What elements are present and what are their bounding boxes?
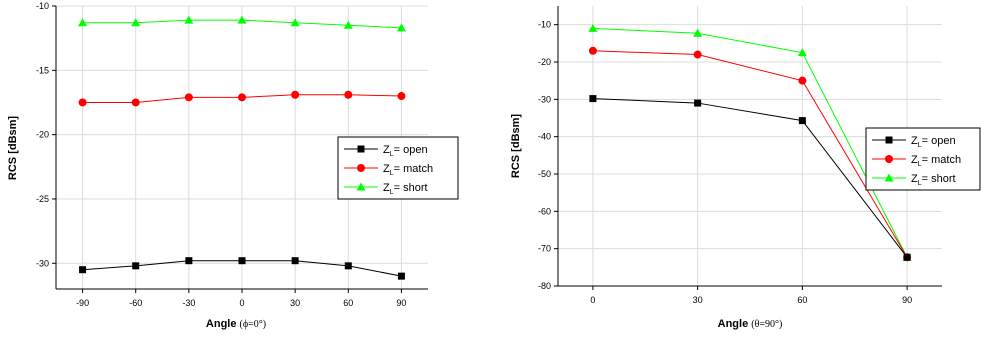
chart-right-x-axis-title: Angle (θ=90°)	[718, 318, 783, 330]
chart-left-point-circle	[291, 90, 300, 99]
chart-left-point-triangle	[237, 15, 247, 24]
chart-left-y-tick-label: -25	[36, 194, 49, 204]
chart-left-point-triangle	[396, 23, 406, 32]
chart-left-point-circle	[78, 98, 87, 107]
chart-left-point-triangle	[131, 18, 141, 27]
chart-left-point-square	[291, 257, 299, 265]
chart-right-legend-label-text: = open	[922, 135, 956, 147]
chart-left-point-circle	[238, 93, 246, 102]
chart-right-y-tick-label: -30	[538, 94, 551, 104]
chart-right-point-triangle	[797, 48, 807, 57]
chart-left-legend-label: ZL= match	[383, 163, 433, 177]
chart-right-y-tick-label: -10	[538, 20, 551, 30]
chart-left-point-triangle	[343, 20, 353, 29]
chart-right-point-circle	[798, 76, 807, 85]
chart-left-x-tick-label: -60	[129, 298, 142, 308]
chart-right-legend-marker	[884, 173, 894, 182]
chart-left-point-circle	[397, 92, 406, 101]
chart-left-point-square	[238, 257, 246, 265]
chart-left: -90 -60 -30 0 30 60 90 -30 -25 -20 -15 -10 RCS [dBsm…	[7, 1, 459, 330]
chart-left-legend-label-z: Z	[383, 163, 390, 175]
chart-left-y-tick-label: -15	[36, 65, 49, 75]
chart-right-y-tick-label: -70	[538, 244, 551, 254]
chart-right-y-tick-label: -80	[538, 281, 551, 291]
chart-left-legend-label-sub: L	[390, 151, 394, 158]
chart-left-point-circle	[184, 93, 193, 102]
chart-left-point-square	[344, 262, 352, 270]
chart-left-legend-label-z: Z	[383, 182, 390, 194]
chart-right-y-tick-label: -60	[538, 206, 551, 216]
chart-left-x-tick-label: 30	[290, 298, 300, 308]
chart-left-legend-label-text: = match	[394, 163, 433, 175]
chart-right-x-axis-title-main: Angle	[718, 318, 752, 330]
chart-right-legend-label: ZL= match	[911, 154, 961, 168]
chart-right-legend-label-z: Z	[911, 173, 918, 185]
chart-left-legend-label-text: = open	[394, 144, 428, 156]
chart-right-point-circle	[693, 50, 702, 59]
chart-right-legend-label-sub: L	[918, 142, 922, 149]
chart-left-legend-marker	[356, 182, 366, 191]
chart-right-point-triangle	[588, 23, 598, 32]
chart-right-x-tick-label: 30	[693, 295, 703, 305]
chart-left-point-square	[79, 266, 87, 274]
chart-left-point-circle	[131, 98, 140, 107]
chart-left-legend-label-text: = short	[394, 182, 428, 194]
chart-right-y-tick-label: -50	[538, 169, 551, 179]
chart-right-legend-label-z: Z	[911, 135, 918, 147]
chart-right-legend-label-sub: L	[918, 161, 922, 168]
chart-left-x-tick-label: -30	[182, 298, 195, 308]
chart-right: 0 30 60 90 -80 -70 -60 -50 -40 -30 -20 -10 RCS [dBsm…	[510, 6, 981, 330]
chart-right-point-square	[589, 95, 597, 103]
chart-right-legend-label-z: Z	[911, 154, 918, 166]
chart-right-point-triangle	[693, 28, 703, 37]
chart-right-y-tick-label: -20	[538, 57, 551, 67]
chart-right-x-tick-label: 60	[797, 295, 807, 305]
chart-left-point-square	[132, 262, 140, 270]
chart-right-point-circle	[588, 46, 597, 55]
chart-left-x-tick-label: -90	[76, 298, 89, 308]
chart-left-x-axis-title-sub: (ϕ=0°)	[240, 319, 267, 330]
chart-left-x-tick-label: 0	[239, 298, 244, 308]
chart-left-y-tick-label: -10	[36, 1, 49, 11]
chart-right-legend-label-text: = short	[922, 173, 956, 185]
chart-left-legend-label: ZL= open	[383, 144, 428, 158]
chart-left-legend-marker	[357, 145, 365, 153]
chart-left-x-axis-title-main: Angle	[206, 318, 240, 330]
chart-left-x-tick-label: 60	[343, 298, 353, 308]
chart-left-legend-marker	[357, 164, 365, 172]
chart-left-legend-label-sub: L	[390, 170, 394, 177]
chart-right-point-square	[798, 117, 806, 125]
chart-left-point-triangle	[290, 18, 300, 27]
chart-right-y-axis-title: RCS [dBsm]	[510, 114, 522, 179]
chart-right-x-axis-title-sub: (θ=90°)	[751, 319, 782, 330]
chart-right-legend-label-text: = match	[922, 154, 961, 166]
chart-right-legend-marker	[885, 136, 893, 144]
chart-right-legend-label: ZL= short	[911, 173, 956, 187]
chart-right-x-tick-label: 90	[902, 295, 912, 305]
chart-left-point-triangle	[78, 18, 88, 27]
chart-left-x-axis-title: Angle (ϕ=0°)	[206, 318, 266, 330]
chart-left-y-axis-title: RCS [dBsm]	[7, 116, 19, 181]
chart-left-legend-label: ZL= short	[383, 182, 428, 196]
chart-right-x-tick-label: 0	[590, 295, 595, 305]
chart-left-x-tick-label: 90	[396, 298, 406, 308]
chart-left-point-square	[185, 257, 193, 265]
chart-right-point-square	[694, 99, 702, 107]
chart-right-series-line-circle	[592, 50, 908, 258]
chart-right-series-line-square	[592, 98, 908, 258]
chart-left-legend-label-z: Z	[383, 144, 390, 156]
chart-left-y-tick-label: -30	[36, 258, 49, 268]
chart-right-y-tick-label: -40	[538, 132, 551, 142]
chart-right-legend-marker	[885, 155, 893, 163]
chart-left-point-triangle	[184, 15, 194, 24]
chart-left-point-circle	[344, 90, 353, 99]
chart-right-legend-label-sub: L	[918, 180, 922, 187]
chart-right-point-square	[903, 253, 911, 261]
chart-left-y-tick-label: -20	[36, 130, 49, 140]
chart-left-point-square	[397, 272, 405, 280]
chart-right-legend-label: ZL= open	[911, 135, 956, 149]
chart-right-series-line-triangle	[592, 27, 908, 258]
chart-left-legend-label-sub: L	[390, 189, 394, 196]
